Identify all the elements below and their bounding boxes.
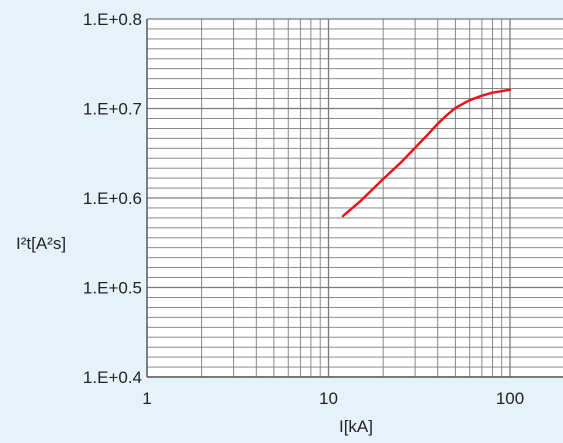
x-tick-label: 1 [142,389,151,408]
x-axis-label: I[kA] [339,417,373,436]
y-tick-label: 1.E+0.8 [83,10,142,29]
y-tick-label: 1.E+0.4 [83,368,142,387]
y-tick-label: 1.E+0.7 [83,100,142,119]
x-tick-label: 100 [496,389,524,408]
y-tick-labels: 1.E+0.4 1.E+0.5 1.E+0.6 1.E+0.7 1.E+0.8 [83,10,142,387]
x-tick-label: 10 [319,389,338,408]
x-tick-labels: 1 10 100 [142,389,524,408]
y-tick-label: 1.E+0.6 [83,189,142,208]
y-axis-label: I²t[A²s] [16,234,66,253]
y-tick-label: 1.E+0.5 [83,279,142,298]
series-line [341,88,512,218]
series-layer [341,88,512,218]
